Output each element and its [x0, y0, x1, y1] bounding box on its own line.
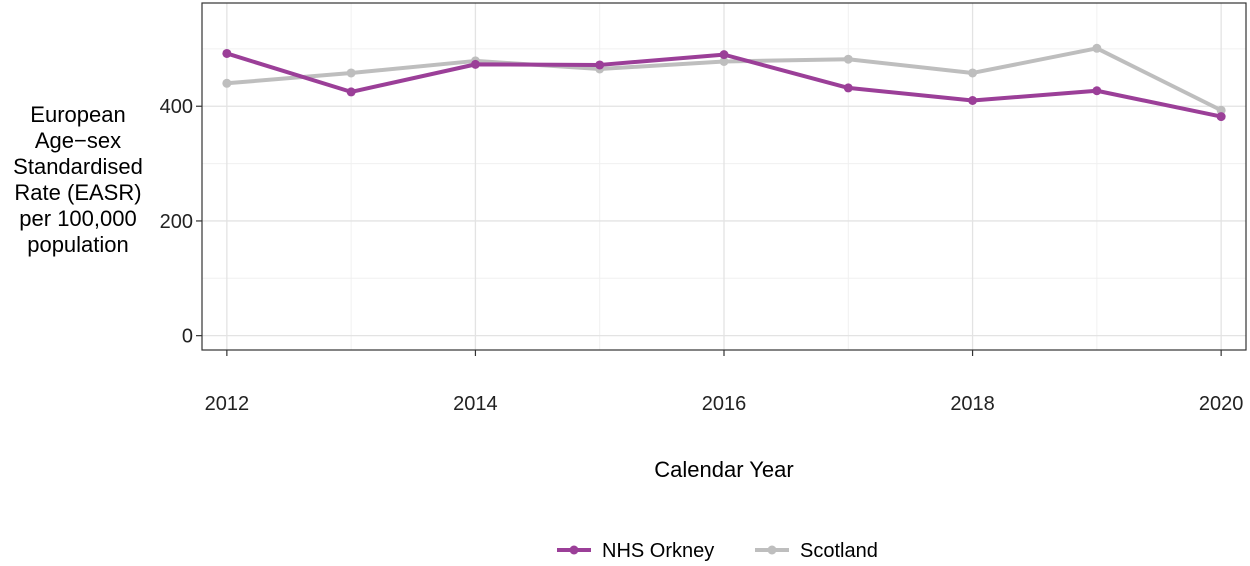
x-tick-label: 2018 — [950, 393, 995, 415]
axes: 2012 2014 2016 2018 2020 0 200 400 — [160, 96, 1244, 415]
x-tick-label: 2016 — [702, 393, 747, 415]
data-point-nhs-orkney — [346, 87, 356, 97]
data-point-scotland — [346, 68, 356, 78]
y-axis-title-line-1: European — [30, 102, 125, 127]
data-point-scotland — [968, 68, 978, 78]
x-tick-label: 2020 — [1199, 393, 1244, 415]
data-point-scotland — [1092, 43, 1102, 53]
y-tick-label: 400 — [160, 96, 193, 118]
data-point-scotland — [719, 57, 729, 67]
y-tick-label: 200 — [160, 211, 193, 233]
grid-lines — [202, 3, 1246, 350]
y-tick-label: 0 — [182, 326, 193, 348]
x-tick-label: 2014 — [453, 393, 498, 415]
data-point-nhs-orkney — [595, 60, 605, 70]
data-point-nhs-orkney — [719, 50, 729, 60]
legend-item-scotland: Scotland — [755, 540, 878, 562]
legend-key-point — [767, 545, 777, 555]
x-axis-title: Calendar Year — [654, 457, 793, 482]
data-point-scotland — [843, 54, 853, 64]
legend-item-nhs-orkney: NHS Orkney — [557, 540, 714, 562]
y-axis-title-line-4: Rate (EASR) — [14, 180, 141, 205]
y-axis-title-line-2: Age−sex — [35, 128, 121, 153]
data-point-nhs-orkney — [222, 48, 232, 58]
y-axis-title-line-5: per 100,000 — [19, 206, 136, 231]
data-point-nhs-orkney — [1216, 112, 1226, 122]
y-axis-title-line-3: Standardised — [13, 154, 143, 179]
data-point-nhs-orkney — [968, 96, 978, 106]
y-axis-title: European Age−sex Standardised Rate (EASR… — [13, 102, 143, 257]
x-tick-label: 2012 — [205, 393, 250, 415]
legend-key-point — [569, 545, 579, 555]
data-point-scotland — [222, 78, 232, 88]
series-nhs-orkney — [222, 48, 1226, 122]
legend-label: NHS Orkney — [602, 540, 714, 562]
series-lines — [222, 43, 1226, 122]
legend: NHS Orkney Scotland — [557, 540, 878, 562]
data-point-nhs-orkney — [843, 83, 853, 93]
data-point-scotland — [1216, 105, 1226, 115]
data-point-nhs-orkney — [470, 59, 480, 69]
data-point-nhs-orkney — [1092, 86, 1102, 96]
y-axis-title-line-6: population — [27, 232, 129, 257]
legend-label: Scotland — [800, 540, 878, 562]
